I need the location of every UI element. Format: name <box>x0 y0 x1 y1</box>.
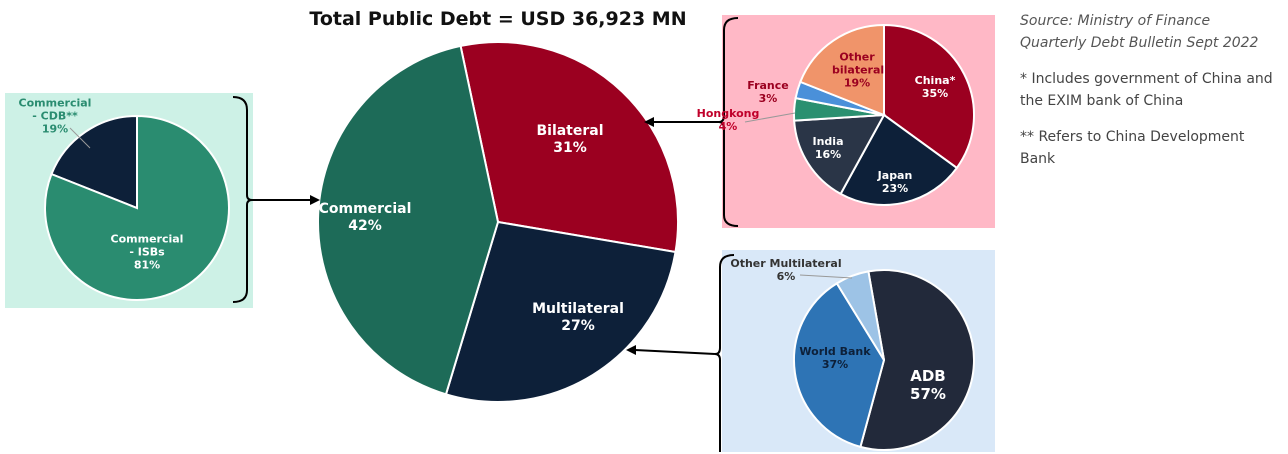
arrowhead <box>626 345 636 355</box>
category-label: Multilateral <box>532 301 624 317</box>
slice-label: Commercial - ISBs 81% <box>107 233 187 272</box>
category-label: India <box>812 135 844 148</box>
value-label: 37% <box>821 358 849 371</box>
bracket <box>714 254 735 452</box>
category-label: ADB <box>910 367 946 385</box>
pie-slice <box>50 114 138 210</box>
pie-slice <box>444 220 677 403</box>
slice-label: Japan 23% <box>878 169 913 195</box>
value-label: 23% <box>881 182 909 195</box>
value-label: 31% <box>553 140 587 156</box>
pie-slice <box>793 113 886 196</box>
pie-slice <box>839 113 959 206</box>
value-label: 19% <box>843 76 871 90</box>
category-label: Commercial - ISBs <box>110 232 184 259</box>
category-label: Hongkong <box>696 107 760 120</box>
value-label: 3% <box>758 92 778 105</box>
slice-label: Other bilateral 19% <box>832 50 885 90</box>
value-label: 4% <box>718 120 738 133</box>
category-label: Other bilateral <box>832 50 885 77</box>
pie-slice <box>799 23 885 117</box>
value-label: 57% <box>910 385 946 403</box>
category-label: Commercial <box>318 201 412 217</box>
slice-label: Hongkong 4% <box>697 107 760 133</box>
pie-slice <box>317 44 500 396</box>
source-note: Source: Ministry of Finance Quarterly De… <box>1020 13 1259 51</box>
pie-slice <box>883 23 975 170</box>
arrowhead <box>644 117 654 127</box>
arrowheads <box>310 117 654 355</box>
value-label: 19% <box>41 122 69 136</box>
category-label: China* <box>914 74 956 87</box>
pie-slice <box>44 114 230 301</box>
notes: Source: Ministry of Finance Quarterly De… <box>1020 10 1280 184</box>
slice-label: World Bank 37% <box>799 345 870 371</box>
arrow <box>633 349 716 355</box>
leader-line <box>744 112 796 123</box>
pie-slice <box>459 41 679 254</box>
slice-label: Commercial 42% <box>319 201 412 235</box>
slices <box>44 23 975 451</box>
pie-slice <box>859 269 975 451</box>
value-label: 27% <box>561 318 595 334</box>
connectors <box>232 17 739 452</box>
category-label: Other Multilateral <box>730 257 842 270</box>
category-label: Commercial - CDB** <box>18 96 92 123</box>
value-label: 16% <box>814 148 842 161</box>
category-label: France <box>747 79 789 92</box>
leader-line <box>799 274 853 279</box>
value-label: 35% <box>921 87 949 100</box>
arrowhead <box>310 195 320 205</box>
slice-label: ADB 57% <box>910 367 946 403</box>
slice-label: India 16% <box>813 135 844 161</box>
slice-label: France 3% <box>747 79 788 105</box>
slice-label: Multilateral 27% <box>532 301 624 335</box>
footnote: ** Refers to China Development Bank <box>1020 129 1245 167</box>
footnote: * Includes government of China and the E… <box>1020 71 1273 109</box>
value-label: 42% <box>348 218 382 234</box>
slice-label: Bilateral 31% <box>536 123 603 157</box>
leader-line <box>69 127 91 149</box>
category-label: Bilateral <box>536 123 604 139</box>
slice-label: Other Multilateral 6% <box>730 257 841 283</box>
value-label: 6% <box>776 270 796 283</box>
slice-label: Commercial - CDB** 19% <box>15 97 95 136</box>
value-label: 81% <box>133 258 161 272</box>
pie-slice <box>835 270 885 361</box>
leader-lines <box>69 112 853 279</box>
slice-label: China* 35% <box>915 74 956 100</box>
category-label: Japan <box>877 169 913 182</box>
chart-title: Total Public Debt = USD 36,923 MN <box>309 8 687 30</box>
category-label: World Bank <box>799 345 871 358</box>
